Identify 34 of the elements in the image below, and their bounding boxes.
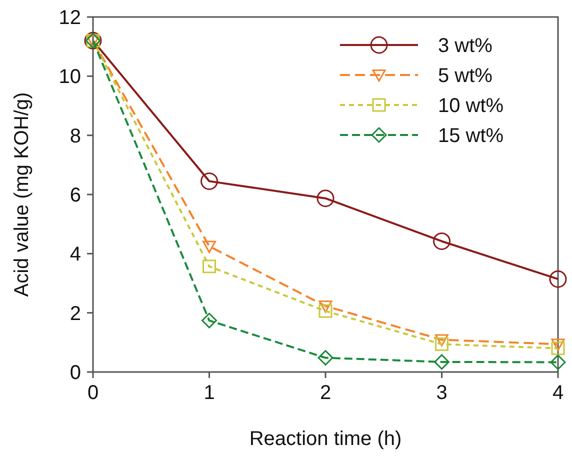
- legend-label: 10 wt%: [438, 95, 504, 117]
- y-axis-title: Acid value (mg KOH/g): [11, 92, 33, 297]
- point: [202, 312, 217, 328]
- point: [318, 350, 334, 366]
- legend-label: 15 wt%: [438, 125, 504, 147]
- y-tick-label: 8: [70, 125, 81, 148]
- point: [318, 304, 332, 318]
- x-tick-label: 0: [87, 382, 99, 404]
- legend-label: 3 wt%: [438, 35, 493, 57]
- y-tick-label: 12: [58, 7, 81, 29]
- point: [551, 338, 565, 351]
- y-tick-label: 2: [70, 302, 81, 325]
- point: [202, 240, 216, 254]
- x-tick-label: 3: [436, 382, 448, 404]
- x-tick-label: 4: [552, 382, 564, 404]
- point: [434, 354, 450, 370]
- x-tick-label: 2: [320, 382, 332, 404]
- point: [318, 300, 332, 313]
- y-tick-label: 6: [70, 184, 81, 206]
- point: [433, 232, 450, 250]
- y-tick-label: 10: [58, 66, 81, 88]
- point: [549, 270, 567, 288]
- y-tick-label: 4: [70, 244, 81, 266]
- point: [435, 334, 448, 347]
- point: [200, 172, 218, 190]
- point: [551, 342, 565, 356]
- legend-label: 5 wt%: [438, 65, 493, 87]
- x-axis-title: Reaction time (h): [249, 428, 402, 450]
- point: [435, 337, 448, 351]
- x-tick-label: 1: [204, 382, 215, 404]
- point: [202, 260, 216, 274]
- point: [550, 354, 566, 370]
- point: [316, 190, 334, 208]
- y-tick-label: 0: [70, 362, 81, 384]
